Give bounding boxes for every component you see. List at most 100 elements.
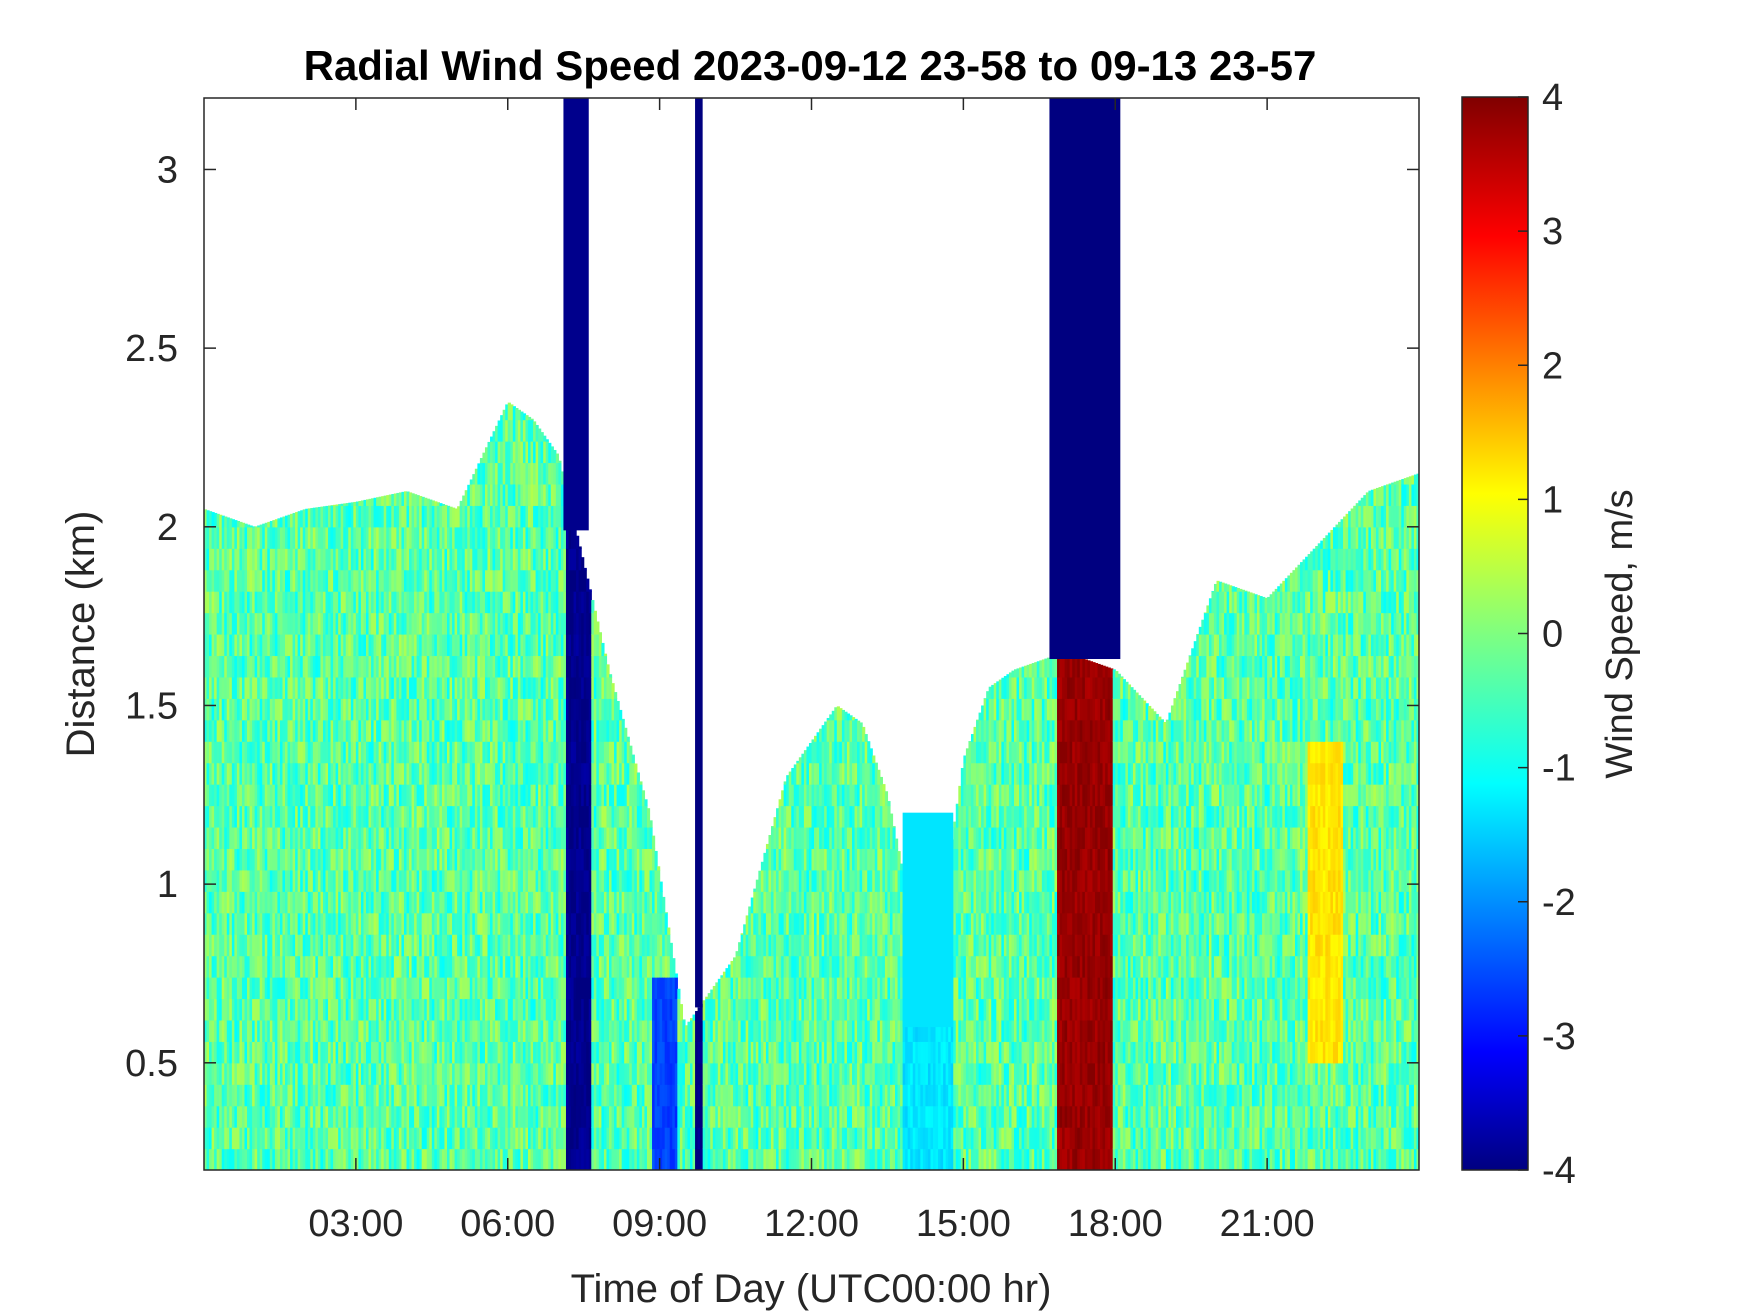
- heatmap-cell: [550, 634, 554, 657]
- heatmap-cell: [335, 1084, 339, 1107]
- heatmap-cell: [472, 762, 476, 785]
- heatmap-cell: [421, 1041, 425, 1064]
- heatmap-cell: [257, 955, 261, 978]
- heatmap-cell: [241, 591, 246, 614]
- heatmap-cell: [335, 505, 339, 528]
- heatmap-cell: [517, 612, 521, 635]
- heatmap-cell: [573, 1084, 577, 1107]
- heatmap-cell: [297, 955, 301, 978]
- heatmap-cell: [507, 762, 511, 785]
- heatmap-cell: [535, 424, 539, 442]
- heatmap-cell: [560, 826, 565, 849]
- heatmap-cell: [310, 1148, 314, 1170]
- heatmap-cell: [593, 1148, 597, 1170]
- heatmap-cell: [482, 826, 486, 849]
- heatmap-cell: [403, 891, 408, 914]
- heatmap-cell: [307, 612, 311, 635]
- heatmap-cell: [282, 591, 286, 614]
- heatmap-cell: [530, 419, 534, 442]
- heatmap-cell: [507, 869, 511, 892]
- heatmap-cell: [239, 869, 243, 892]
- heatmap-cell: [274, 634, 279, 657]
- heatmap-cell: [259, 524, 263, 528]
- heatmap-cell: [558, 1041, 562, 1064]
- heatmap-cell: [328, 977, 332, 1000]
- heatmap-cell: [439, 719, 443, 742]
- heatmap-cell: [373, 719, 377, 742]
- heatmap-cell: [535, 505, 539, 528]
- heatmap-cell: [269, 977, 273, 1000]
- heatmap-cell: [454, 848, 458, 871]
- heatmap-cell: [586, 1127, 590, 1150]
- heatmap-cell: [406, 491, 410, 506]
- heatmap-cell: [439, 805, 443, 828]
- heatmap-cell: [406, 548, 410, 571]
- heatmap-cell: [396, 762, 400, 785]
- heatmap-cell: [530, 655, 534, 678]
- heatmap-cell: [315, 569, 319, 592]
- heatmap-cell: [477, 719, 481, 742]
- heatmap-cell: [479, 548, 484, 571]
- heatmap-cell: [338, 676, 342, 699]
- heatmap-cell: [216, 548, 220, 571]
- heatmap-cell: [469, 698, 473, 721]
- heatmap-cell: [581, 1105, 585, 1128]
- heatmap-cell: [231, 1019, 235, 1042]
- heatmap-cell: [310, 955, 314, 978]
- heatmap-cell: [583, 1148, 587, 1170]
- heatmap-cell: [416, 784, 420, 807]
- heatmap-cell: [436, 1062, 440, 1085]
- heatmap-cell: [467, 634, 471, 657]
- heatmap-cell: [401, 891, 405, 914]
- heatmap-cell: [452, 612, 456, 635]
- heatmap-cell: [236, 912, 241, 935]
- heatmap-cell: [368, 655, 372, 678]
- heatmap-cell: [229, 1105, 233, 1128]
- heatmap-cell: [376, 719, 380, 742]
- heatmap-cell: [391, 1019, 395, 1042]
- heatmap-cell: [533, 548, 537, 571]
- heatmap-cell: [358, 762, 362, 785]
- heatmap-cell: [530, 805, 534, 828]
- heatmap-cell: [373, 805, 377, 828]
- heatmap-cell: [214, 955, 218, 978]
- heatmap-cell: [348, 1105, 352, 1128]
- heatmap-cell: [565, 698, 570, 721]
- heatmap-cell: [411, 955, 415, 978]
- heatmap-cell: [264, 891, 268, 914]
- heatmap-cell: [560, 934, 565, 957]
- heatmap-cell: [333, 805, 337, 828]
- heatmap-cell: [462, 1084, 466, 1107]
- heatmap-cell: [221, 784, 225, 807]
- heatmap-cell: [302, 977, 306, 1000]
- heatmap-cell: [290, 719, 294, 742]
- heatmap-cell: [510, 741, 514, 764]
- heatmap-cell: [421, 784, 425, 807]
- heatmap-cell: [484, 848, 489, 871]
- heatmap-cell: [236, 955, 241, 978]
- heatmap-cell: [472, 655, 476, 678]
- heatmap-cell: [495, 526, 499, 549]
- heatmap-cell: [239, 1148, 243, 1170]
- heatmap-cell: [581, 891, 585, 914]
- heatmap-cell: [307, 676, 311, 699]
- heatmap-cell: [335, 1041, 339, 1064]
- heatmap-cell: [484, 762, 489, 785]
- heatmap-cell: [388, 1062, 392, 1085]
- heatmap-cell: [292, 569, 296, 592]
- heatmap-cell: [550, 1062, 554, 1085]
- heatmap-cell: [411, 1148, 415, 1170]
- heatmap-cell: [274, 612, 279, 635]
- heatmap-cell: [285, 869, 289, 892]
- heatmap-cell: [239, 676, 243, 699]
- heatmap-cell: [591, 655, 595, 678]
- heatmap-cell: [214, 1148, 218, 1170]
- heatmap-cell: [297, 719, 301, 742]
- heatmap-cell: [593, 912, 597, 935]
- heatmap-cell: [234, 655, 238, 678]
- heatmap-cell: [596, 1105, 600, 1128]
- heatmap-cell: [363, 676, 367, 699]
- heatmap-cell: [512, 505, 516, 528]
- heatmap-cell: [409, 591, 413, 614]
- heatmap-cell: [424, 955, 428, 978]
